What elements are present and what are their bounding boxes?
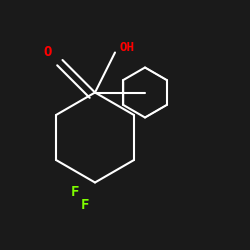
Text: O: O <box>43 46 52 60</box>
Text: F: F <box>81 198 89 212</box>
Text: F: F <box>71 186 79 200</box>
Text: OH: OH <box>120 41 135 54</box>
